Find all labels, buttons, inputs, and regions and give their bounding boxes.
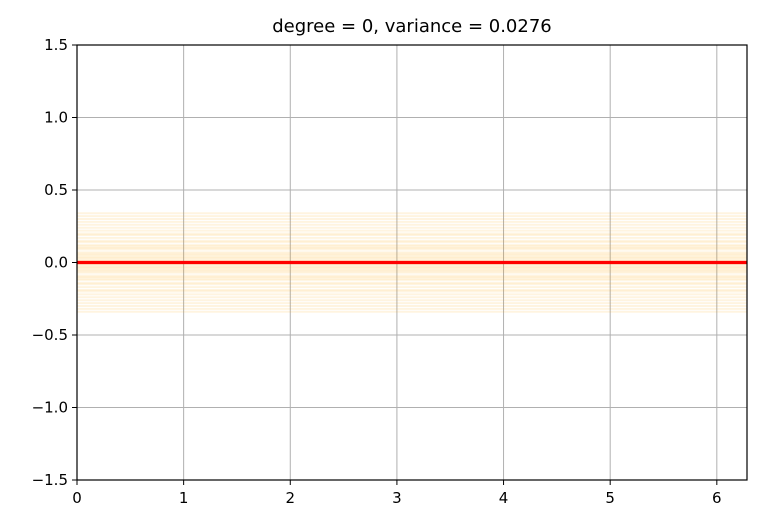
x-tick-label: 0 bbox=[72, 489, 82, 507]
fitted-lines bbox=[77, 212, 747, 313]
chart-title: degree = 0, variance = 0.0276 bbox=[272, 16, 552, 37]
y-tick-label: −1.5 bbox=[32, 471, 68, 489]
y-tick-label: 1.0 bbox=[44, 109, 68, 127]
x-tick-label: 3 bbox=[392, 489, 402, 507]
y-tick-label: 0.0 bbox=[44, 254, 68, 272]
x-tick-label: 2 bbox=[286, 489, 296, 507]
x-tick-label: 5 bbox=[605, 489, 615, 507]
y-tick-label: 1.5 bbox=[44, 36, 68, 54]
x-tick-label: 6 bbox=[712, 489, 722, 507]
x-axis: 0 1 2 3 4 5 6 bbox=[72, 480, 722, 507]
x-tick-label: 4 bbox=[499, 489, 509, 507]
y-tick-label: −1.0 bbox=[32, 399, 68, 417]
y-tick-label: 0.5 bbox=[44, 181, 68, 199]
y-axis: 1.5 1.0 0.5 0.0 −0.5 −1.0 −1.5 bbox=[32, 36, 77, 489]
x-tick-label: 1 bbox=[179, 489, 189, 507]
y-tick-label: −0.5 bbox=[32, 326, 68, 344]
